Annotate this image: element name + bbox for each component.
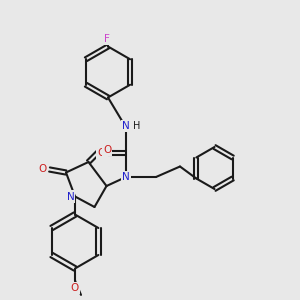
Text: N: N bbox=[122, 121, 130, 131]
Text: O: O bbox=[103, 145, 111, 155]
Text: F: F bbox=[103, 34, 109, 44]
Text: O: O bbox=[71, 283, 79, 293]
Text: N: N bbox=[67, 191, 74, 202]
Text: O: O bbox=[39, 164, 47, 175]
Text: O: O bbox=[97, 148, 106, 158]
Text: H: H bbox=[133, 121, 140, 131]
Text: N: N bbox=[122, 172, 130, 182]
